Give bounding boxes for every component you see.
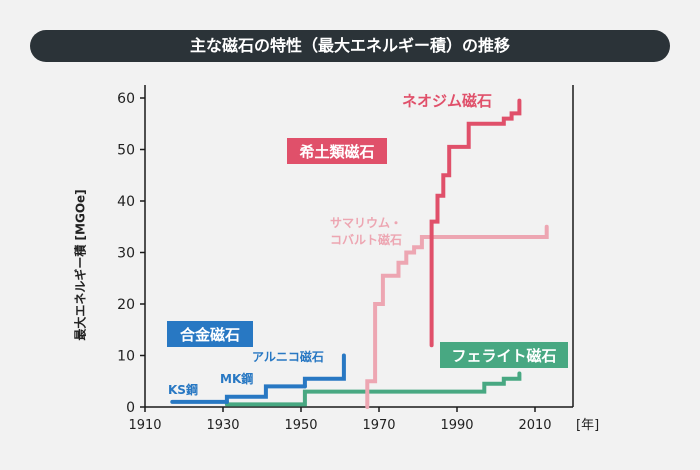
annotation-samarium-cobalt-line1: サマリウム・: [330, 216, 402, 230]
x-tick-label: 2010: [518, 418, 551, 433]
x-axis-label: [年]: [576, 418, 599, 433]
annotation-mk-steel: MK鋼: [220, 371, 253, 386]
x-tick-label: 1950: [284, 418, 317, 433]
group-label-alloy-box: [167, 321, 253, 347]
y-tick-label: 30: [117, 246, 135, 262]
group-label-rare-earth-box: [287, 138, 387, 164]
y-tick-label: 50: [117, 143, 135, 159]
y-tick-label: 20: [117, 297, 135, 313]
title-bar: 主な磁石の特性（最大エネルギー積）の推移: [30, 30, 670, 62]
series-ferrite: [224, 371, 522, 407]
x-tick-label: 1910: [128, 418, 161, 433]
y-tick-label: 60: [117, 91, 135, 107]
y-tick-label: 40: [117, 194, 135, 210]
annotation-alnico: アルニコ磁石: [252, 349, 324, 364]
group-label-alloy: 合金磁石: [179, 326, 240, 344]
x-tick-label: 1970: [362, 418, 395, 433]
series-neodymium: [429, 98, 522, 348]
x-tick-label: 1930: [206, 418, 239, 433]
group-label-ferrite-box: [440, 342, 568, 368]
x-tick-label: 1990: [440, 418, 473, 433]
y-tick-label: 0: [126, 400, 135, 416]
group-label-ferrite: フェライト磁石: [451, 347, 556, 365]
chart-title: 主な磁石の特性（最大エネルギー積）の推移: [189, 36, 510, 55]
annotation-samarium-cobalt-line2: コバルト磁石: [330, 232, 402, 247]
group-label-rare-earth: 希土類磁石: [299, 143, 374, 161]
annotation-ks-steel: KS鋼: [168, 382, 198, 397]
annotation-neodymium: ネオジム磁石: [402, 92, 492, 110]
y-tick-label: 10: [117, 349, 135, 365]
series-mk-steel: [224, 384, 307, 404]
series-samarium-cobalt: [365, 224, 549, 409]
series-alnico: [302, 353, 346, 389]
